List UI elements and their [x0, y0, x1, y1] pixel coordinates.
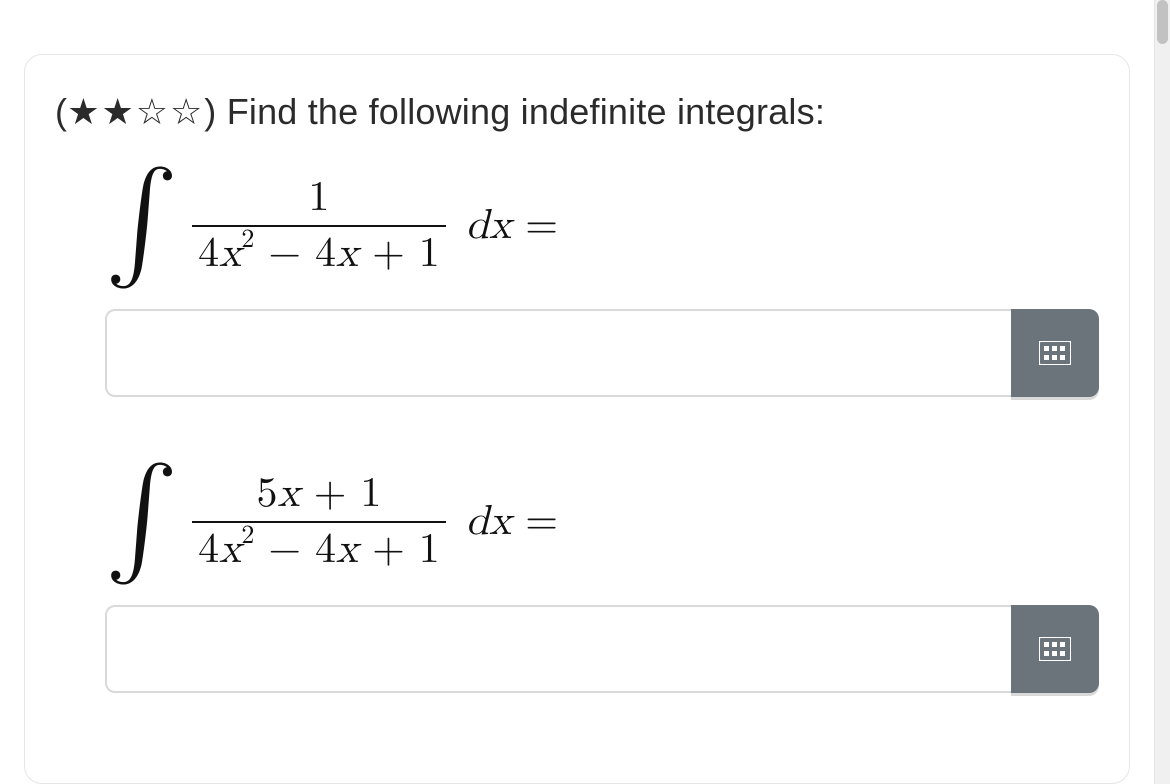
fraction-2: 5x + 1 4x2 − 4x + 1	[192, 472, 446, 571]
difficulty-stars: ★★☆☆	[67, 91, 204, 132]
answer-row-2	[105, 605, 1099, 693]
answer-input-2[interactable]	[107, 607, 1011, 691]
vertical-scrollbar[interactable]	[1154, 0, 1170, 784]
question-prompt: (★★☆☆) Find the following indefinite int…	[55, 91, 1099, 133]
integral-sign-icon: ∫	[105, 178, 178, 266]
scrollbar-thumb[interactable]	[1157, 0, 1168, 44]
numerator-1: 1	[302, 176, 335, 224]
answer-input-wrap-1	[105, 309, 1011, 397]
denominator-1: 4x2 − 4x + 1	[192, 225, 446, 276]
numerator-2: 5x + 1	[251, 472, 388, 520]
keypad-button-2[interactable]	[1011, 605, 1099, 693]
viewport: (★★☆☆) Find the following indefinite int…	[0, 0, 1170, 784]
prompt-text: Find the following indefinite integrals:	[227, 91, 825, 132]
integral-1: ∫ 1 4x2 − 4x + 1 dx =	[105, 161, 1099, 291]
integral-2: ∫ 5x + 1 4x2 − 4x + 1 dx =	[105, 457, 1099, 587]
dx-equals-2: dx =	[460, 497, 558, 547]
answer-row-1	[105, 309, 1099, 397]
keypad-button-1[interactable]	[1011, 309, 1099, 397]
question-card: (★★☆☆) Find the following indefinite int…	[24, 54, 1130, 784]
answer-input-wrap-2	[105, 605, 1011, 693]
keypad-icon	[1039, 637, 1071, 661]
answer-input-1[interactable]	[107, 311, 1011, 395]
integral-sign-icon: ∫	[105, 474, 178, 562]
fraction-1: 1 4x2 − 4x + 1	[192, 176, 446, 275]
keypad-icon	[1039, 341, 1071, 365]
denominator-2: 4x2 − 4x + 1	[192, 521, 446, 572]
dx-equals-1: dx =	[460, 201, 558, 251]
